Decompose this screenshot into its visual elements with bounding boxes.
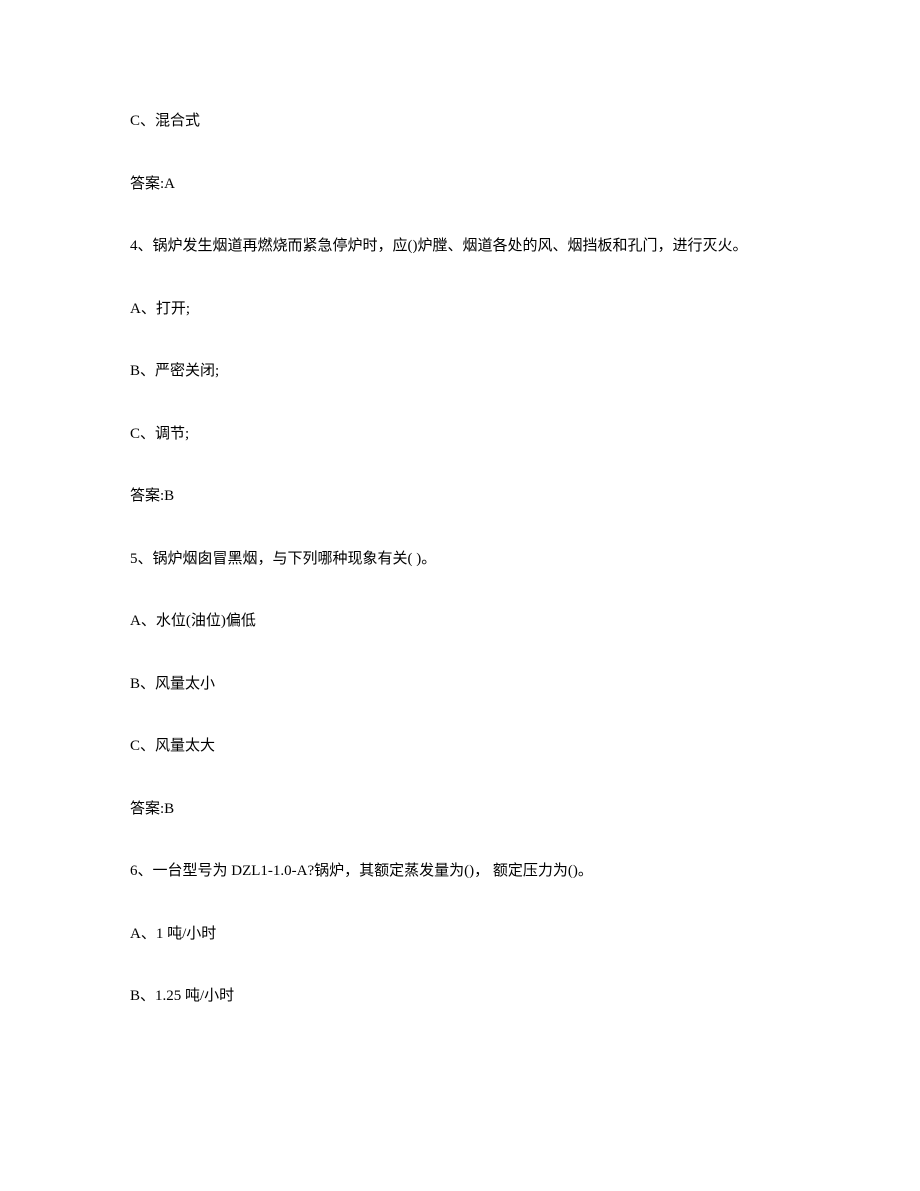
option-text: B、风量太小 [130,676,215,692]
option-q5-a: A、水位(油位)偏低 [130,610,790,633]
option-text: A、打开; [130,301,190,317]
option-q6-a: A、1 吨/小时 [130,923,790,946]
question-text: 4、锅炉发生烟道再燃烧而紧急停炉时，应()炉膛、烟道各处的风、烟挡板和孔门，进行… [130,238,748,254]
option-text: A、1 吨/小时 [130,926,216,942]
option-q4-a: A、打开; [130,298,790,321]
question-5: 5、锅炉烟囱冒黑烟，与下列哪种现象有关( )。 [130,548,790,571]
option-text: C、混合式 [130,113,200,129]
option-q5-c: C、风量太大 [130,735,790,758]
option-q5-b: B、风量太小 [130,673,790,696]
question-4: 4、锅炉发生烟道再燃烧而紧急停炉时，应()炉膛、烟道各处的风、烟挡板和孔门，进行… [130,235,790,258]
option-q3-c: C、混合式 [130,110,790,133]
answer-q3: 答案:A [130,173,790,196]
option-text: A、水位(油位)偏低 [130,613,256,629]
answer-q4: 答案:B [130,485,790,508]
document-content: C、混合式 答案:A 4、锅炉发生烟道再燃烧而紧急停炉时，应()炉膛、烟道各处的… [130,110,790,1008]
option-text: C、调节; [130,426,189,442]
option-text: B、严密关闭; [130,363,219,379]
answer-text: 答案:B [130,488,174,504]
answer-text: 答案:B [130,801,174,817]
question-text: 6、一台型号为 DZL1-1.0-A?锅炉，其额定蒸发量为()， 额定压力为()… [130,863,593,879]
answer-text: 答案:A [130,176,175,192]
question-text: 5、锅炉烟囱冒黑烟，与下列哪种现象有关( )。 [130,551,436,567]
option-text: C、风量太大 [130,738,215,754]
option-q4-b: B、严密关闭; [130,360,790,383]
option-text: B、1.25 吨/小时 [130,988,234,1004]
answer-q5: 答案:B [130,798,790,821]
option-q6-b: B、1.25 吨/小时 [130,985,790,1008]
question-6: 6、一台型号为 DZL1-1.0-A?锅炉，其额定蒸发量为()， 额定压力为()… [130,860,790,883]
option-q4-c: C、调节; [130,423,790,446]
